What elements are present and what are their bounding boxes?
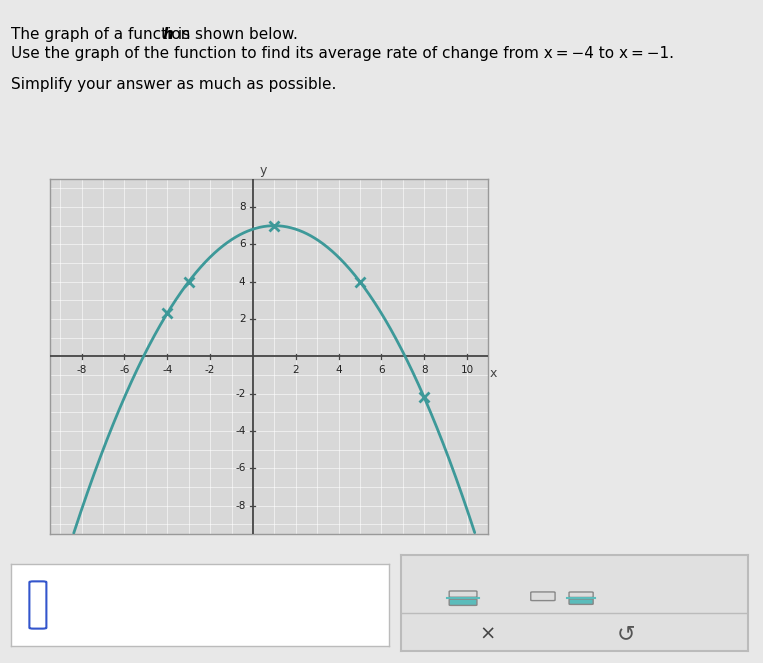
Text: 2: 2 [292, 365, 299, 375]
Text: The graph of a function: The graph of a function [11, 27, 195, 42]
Text: -8: -8 [76, 365, 87, 375]
Text: -2: -2 [205, 365, 215, 375]
FancyBboxPatch shape [30, 581, 47, 629]
Text: x: x [489, 367, 497, 380]
Text: 8: 8 [239, 202, 246, 212]
Text: 2: 2 [239, 314, 246, 324]
Text: Simplify your answer as much as possible.: Simplify your answer as much as possible… [11, 77, 336, 92]
Text: Use the graph of the function to find its average rate of change from x = −4 to : Use the graph of the function to find it… [11, 46, 674, 62]
FancyBboxPatch shape [449, 591, 477, 597]
Text: ↺: ↺ [617, 624, 636, 644]
Text: 6: 6 [239, 239, 246, 249]
Text: 4: 4 [335, 365, 342, 375]
FancyBboxPatch shape [449, 599, 477, 605]
FancyBboxPatch shape [569, 592, 593, 597]
Text: is shown below.: is shown below. [173, 27, 298, 42]
Text: -4: -4 [162, 365, 172, 375]
Text: -4: -4 [235, 426, 246, 436]
Text: -8: -8 [235, 501, 246, 511]
Text: 8: 8 [421, 365, 427, 375]
Text: -6: -6 [119, 365, 130, 375]
Text: h: h [163, 27, 173, 42]
Text: 4: 4 [239, 276, 246, 286]
Text: y: y [259, 164, 267, 177]
Text: 10: 10 [460, 365, 474, 375]
Text: -6: -6 [235, 463, 246, 473]
Text: -2: -2 [235, 389, 246, 398]
Text: ×: × [479, 625, 495, 643]
Text: 6: 6 [378, 365, 385, 375]
FancyBboxPatch shape [569, 599, 593, 605]
FancyBboxPatch shape [531, 592, 555, 601]
